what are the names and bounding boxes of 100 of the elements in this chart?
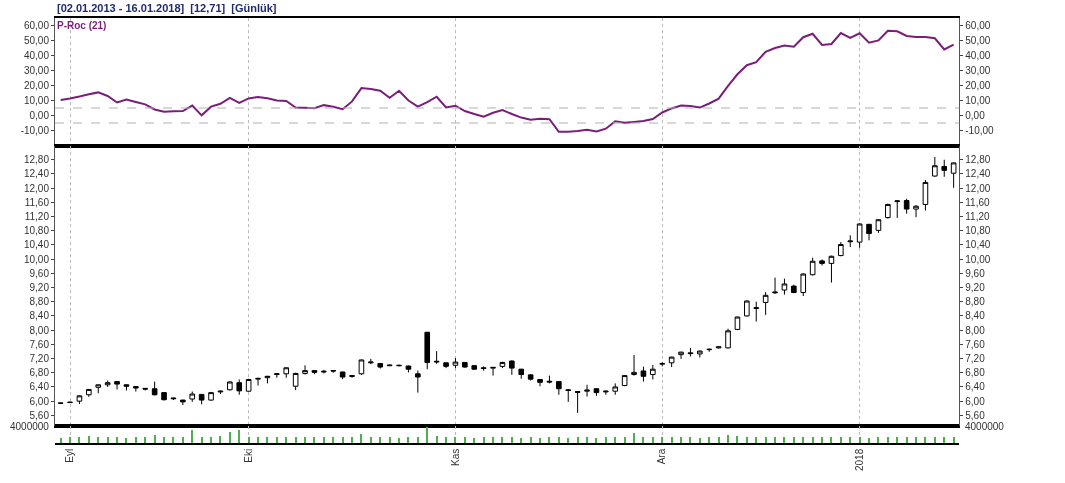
- candlestick: [480, 365, 487, 372]
- y-tick-label: 12,00: [23, 182, 50, 194]
- bar: [304, 437, 306, 443]
- bar: [624, 437, 626, 443]
- bar: [370, 437, 372, 443]
- bar: [821, 437, 823, 443]
- bar: [125, 438, 127, 443]
- bar: [97, 437, 99, 443]
- bar: [530, 437, 532, 443]
- candlestick: [894, 200, 901, 219]
- candlestick: [697, 349, 703, 358]
- candlestick: [650, 364, 656, 380]
- y2-tick-label: 6,80: [965, 367, 986, 379]
- bar: [483, 437, 485, 443]
- y2-tick-label: 9,20: [965, 282, 986, 294]
- bar: [755, 437, 757, 443]
- candlestick: [462, 361, 468, 369]
- bar: [577, 437, 579, 443]
- candlestick: [913, 204, 919, 218]
- y2-tick-label: 12,80: [965, 154, 991, 166]
- candlestick: [781, 278, 788, 296]
- y2-tick-label: 30,00: [965, 65, 991, 76]
- y-tick-label: 8,80: [29, 296, 50, 308]
- x-tick-label: Ara: [656, 448, 668, 465]
- candlestick: [950, 162, 957, 189]
- bar: [78, 437, 80, 443]
- candlestick: [509, 359, 515, 376]
- x-tick-label: Eyl: [64, 448, 76, 463]
- y-tick-label: 50,00: [23, 35, 50, 46]
- bar: [454, 437, 456, 443]
- candlestick: [640, 366, 647, 383]
- bar: [313, 437, 315, 443]
- bar: [896, 437, 898, 443]
- bar: [229, 432, 231, 443]
- candlestick: [321, 369, 327, 374]
- y-tick-label: 9,20: [29, 282, 50, 294]
- bar: [689, 437, 691, 443]
- candlestick: [725, 328, 731, 350]
- candlestick: [189, 391, 196, 403]
- bar: [285, 437, 287, 443]
- candlestick: [612, 382, 619, 396]
- bar: [802, 437, 804, 443]
- bar: [342, 437, 344, 443]
- candlestick: [621, 374, 628, 387]
- candlestick: [433, 350, 440, 365]
- candlestick: [415, 370, 421, 394]
- candlestick: [133, 385, 139, 393]
- candlestick: [339, 371, 346, 380]
- candlestick: [255, 377, 261, 387]
- candlestick: [856, 222, 863, 249]
- candlestick: [903, 198, 910, 215]
- candlestick: [208, 391, 214, 402]
- candlestick: [819, 258, 825, 267]
- y2-tick-label: 8,00: [965, 324, 986, 336]
- candlestick: [499, 361, 506, 369]
- candlestick: [678, 351, 684, 360]
- bar: [351, 437, 353, 443]
- y2-tick-label: 6,40: [965, 381, 986, 393]
- candlestick: [828, 255, 835, 284]
- candlestick: [217, 389, 224, 395]
- bar: [953, 437, 955, 443]
- bar: [830, 437, 832, 443]
- y-tick-label: 11,60: [24, 196, 50, 208]
- bar: [586, 437, 588, 443]
- candlestick: [274, 372, 280, 379]
- y2-tick-label: 10,40: [965, 239, 991, 251]
- bar: [436, 436, 438, 443]
- bar: [840, 437, 842, 443]
- bar: [943, 437, 945, 443]
- bar: [793, 437, 795, 443]
- line-series: [59, 29, 955, 133]
- candlestick: [565, 388, 572, 403]
- y2-tick-label: 60,00: [965, 20, 991, 31]
- bar: [718, 437, 720, 443]
- bar: [746, 437, 748, 443]
- candlestick: [95, 383, 102, 394]
- text: 4000000: [10, 421, 50, 432]
- candlestick: [377, 362, 384, 369]
- bar: [163, 437, 165, 443]
- candlestick: [753, 301, 760, 323]
- bar: [906, 437, 908, 443]
- bar: [934, 437, 936, 443]
- bar: [708, 437, 710, 443]
- bar: [464, 437, 466, 443]
- bar: [652, 437, 654, 443]
- x-tick-label: Eki: [242, 448, 254, 463]
- y2-tick-label: 11,20: [965, 211, 990, 223]
- candlestick: [941, 159, 948, 178]
- bar: [520, 438, 522, 443]
- candlestick: [546, 375, 553, 384]
- bar: [548, 437, 550, 443]
- bar: [323, 437, 325, 443]
- y2-tick-label: 10,80: [965, 225, 991, 237]
- bar: [116, 437, 118, 443]
- y-tick-label: 40,00: [23, 50, 50, 61]
- y-tick-label: 8,40: [29, 310, 50, 322]
- y-tick-label: 7,20: [29, 353, 50, 365]
- candlestick: [762, 291, 769, 316]
- y-tick-label: 9,60: [29, 267, 50, 279]
- bar: [812, 437, 814, 443]
